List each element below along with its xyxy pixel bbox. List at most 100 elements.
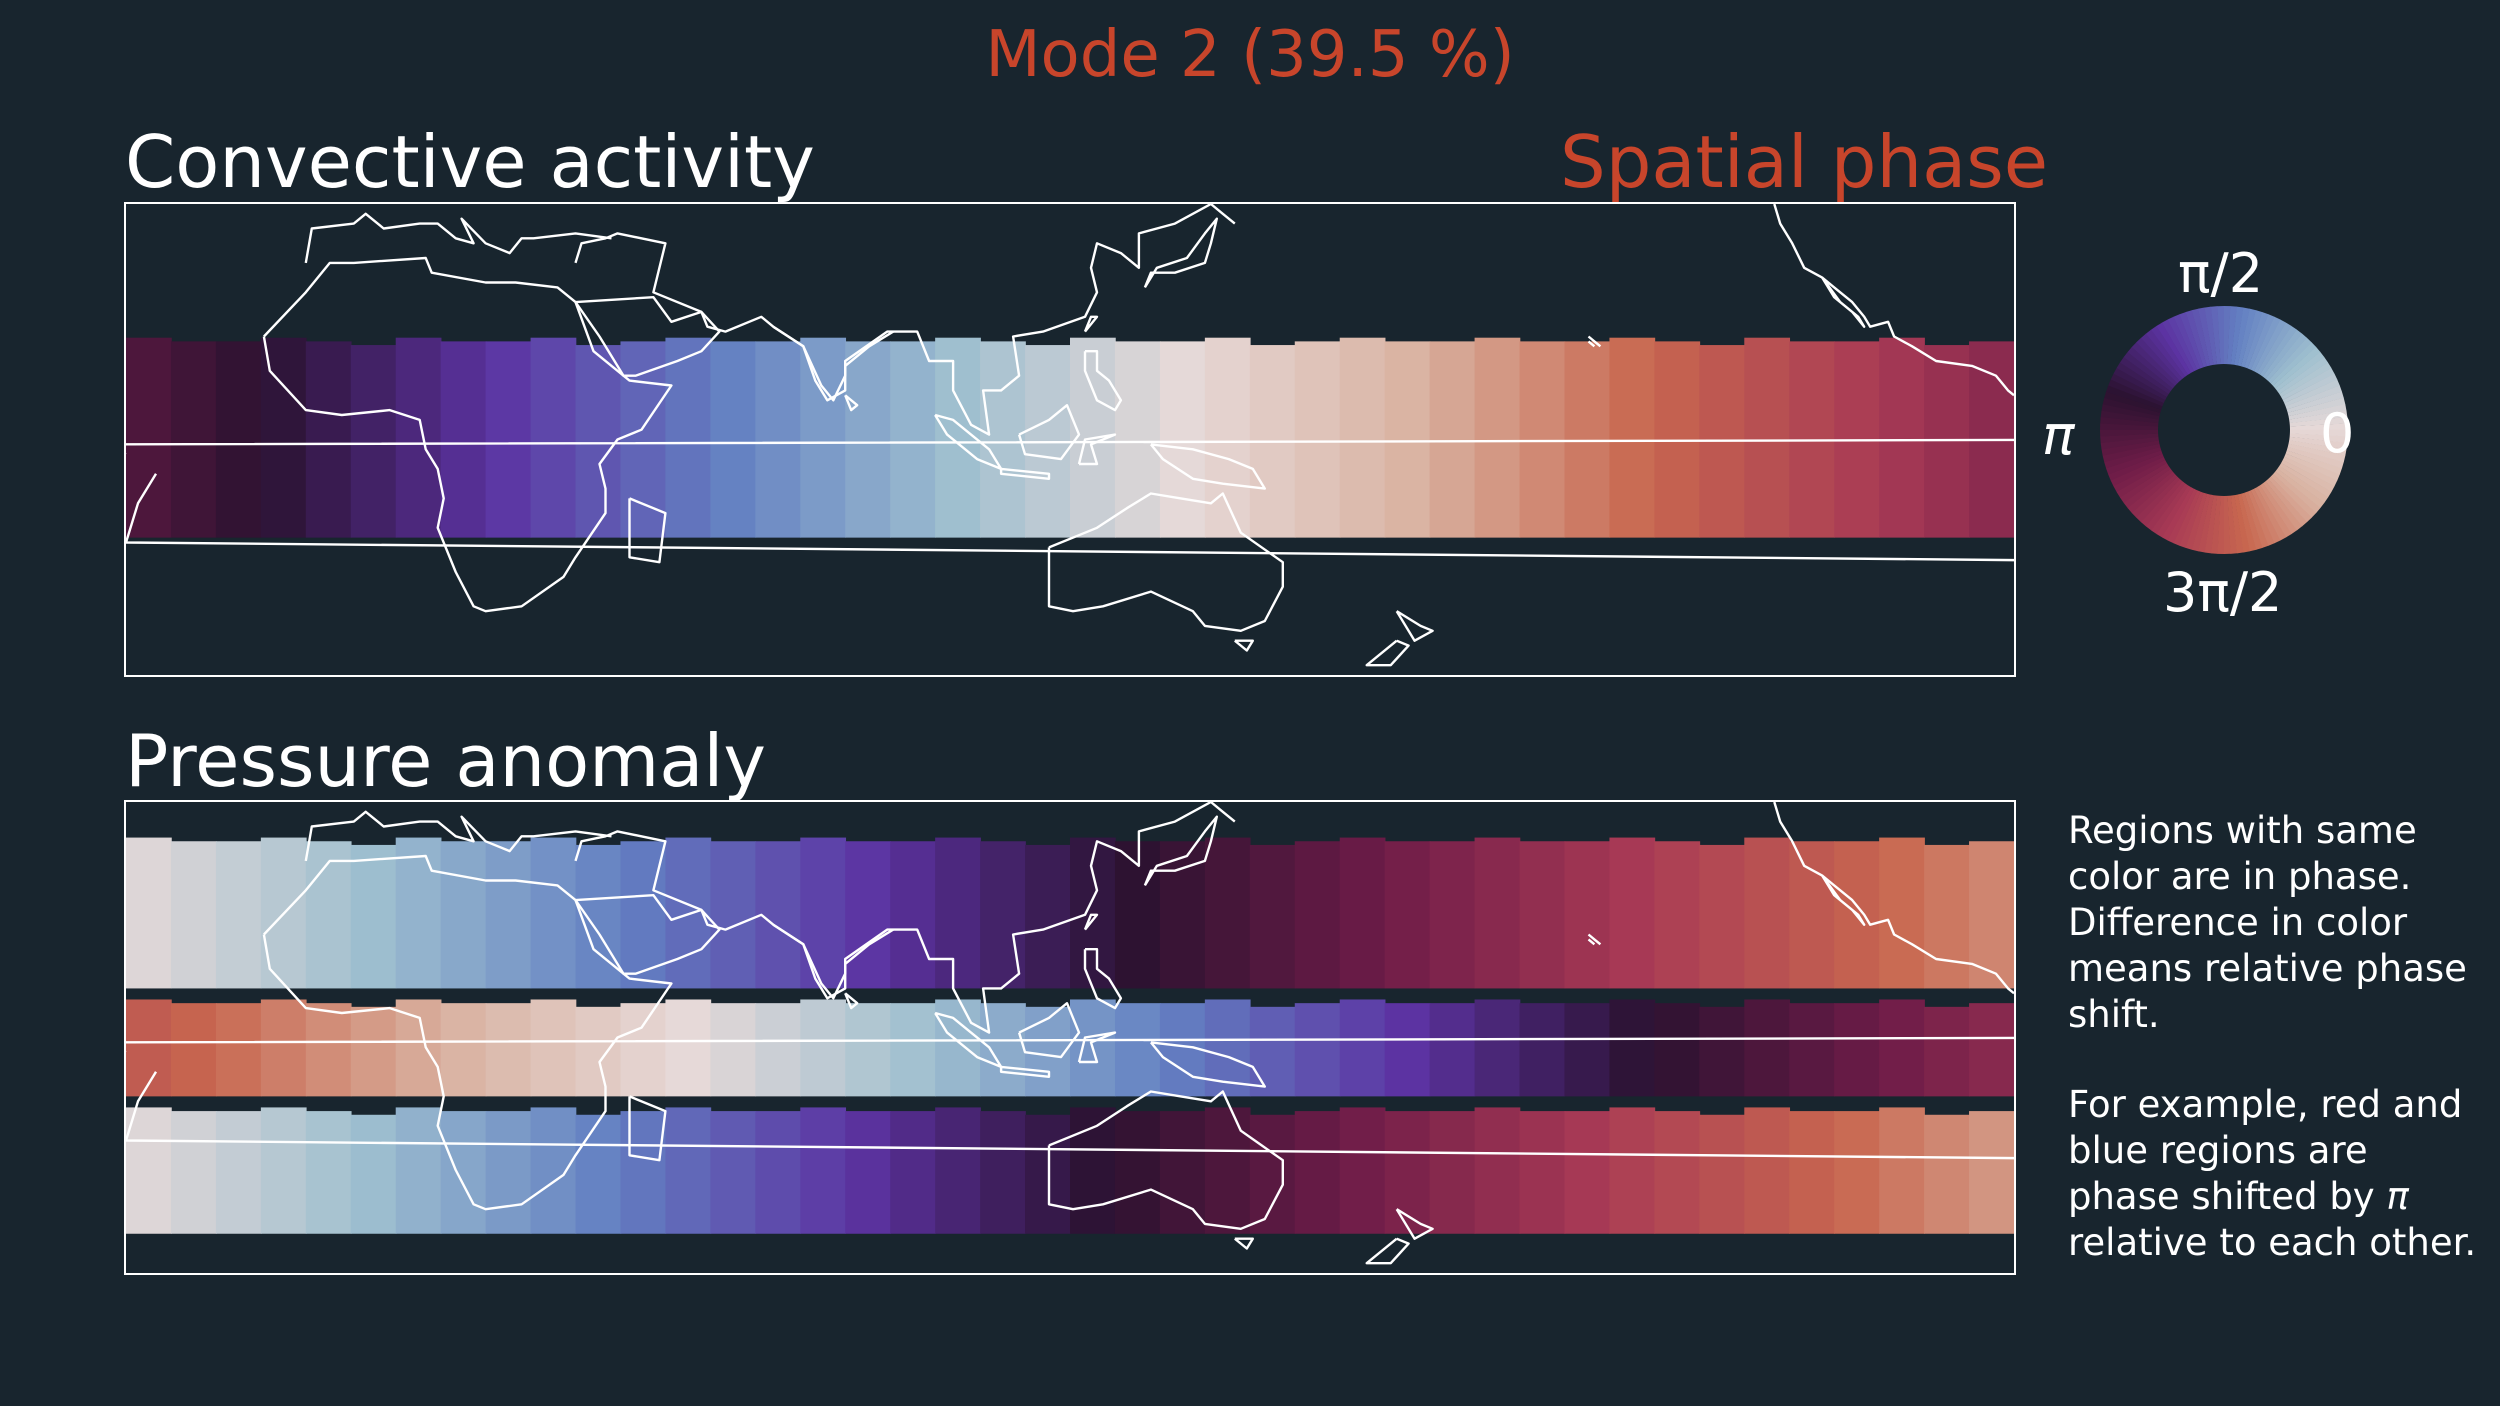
coastline [1143,815,1219,887]
note-paragraph-2-suffix: relative to each other. [2068,1221,2477,1264]
phase-cell [440,341,487,538]
phase-cell [1744,837,1791,989]
phase-cell [1564,1003,1611,1097]
phase-cell [710,1111,757,1234]
phase-cell [1699,1006,1746,1097]
phase-cell [395,837,442,989]
wheel-segment [2141,479,2183,527]
phase-cell [1519,1003,1566,1097]
phase-cell [1429,841,1476,989]
phase-cell [620,1003,667,1097]
wheel-segment [2265,478,2308,527]
pressure-anomaly-title: Pressure anomaly [125,719,767,803]
wheel-segment [2244,491,2269,548]
pressure-map-canvas [126,802,2014,1265]
phase-cell [485,341,532,538]
phase-cell [980,1111,1026,1234]
phase-cell [1564,1111,1611,1234]
wheel-segment [2285,450,2343,475]
coastline [574,893,721,975]
coastline [1821,276,1866,328]
phase-cell [665,337,712,538]
phase-cell [395,1107,442,1234]
phase-cell [1879,337,1925,538]
wheel-segment [2179,312,2204,369]
wheel-segment [2127,347,2175,389]
wheel-segment [2119,357,2171,395]
coastline [1083,349,1123,412]
wheel-segment [2100,436,2159,450]
note-paragraph-2: For example, red and blue regions are ph… [2068,1082,2488,1266]
phase-cell [485,1003,532,1097]
phase-cell [845,341,891,538]
phase-cell [1339,337,1386,538]
wheel-segment [2281,459,2335,492]
coastline [1047,1090,1285,1230]
wheel-segment [2262,329,2303,379]
coastline [1017,403,1081,461]
wheel-segment [2223,306,2231,365]
coastline [1077,433,1117,466]
phase-cell [485,1111,532,1234]
phase-cell [530,837,577,989]
wheel-segment [2110,373,2166,404]
wheel-segment [2191,493,2211,552]
phase-cell [305,341,352,538]
wheel-segment [2185,310,2207,368]
coastline [772,325,894,402]
phase-cell [1114,1003,1161,1097]
wheel-segment [2277,356,2328,395]
phase-cell [755,341,802,538]
mode-title: Mode 2 (39.5 %) [985,18,1515,92]
coastline [262,256,673,613]
wheel-segment [2273,471,2321,513]
coastline [126,1036,2014,1053]
phase-cell [1564,341,1611,538]
wheel-segment [2108,379,2164,407]
coastline [126,1071,2014,1160]
phase-wheel-graphic [2100,306,2348,554]
wheel-segment [2123,468,2173,509]
coastline [1077,1031,1117,1064]
wheel-segment [2131,342,2178,386]
phase-cell [215,1003,262,1097]
phase-cell [1474,837,1521,989]
phase-cell [530,999,577,1097]
phase-cell [1294,841,1341,989]
wheel-segment [2108,453,2164,481]
wheel-segment [2113,459,2167,493]
phase-cell [350,1114,397,1234]
wheel-segment [2288,440,2347,456]
phase-cell [890,1111,936,1234]
phase-cell [1879,1107,1925,1234]
phase-cell [1429,1111,1476,1234]
convective-map-canvas [126,204,2014,667]
phase-cell [1654,1111,1701,1234]
wheel-segment [2156,485,2192,538]
wheel-segment [2275,351,2325,392]
phase-cell [1294,1111,1341,1234]
wheel-segment [2127,471,2176,514]
coastline [262,854,673,1211]
coastline [1821,874,1866,926]
phase-cell [126,999,172,1097]
coastline [1047,492,1285,632]
phase-cell [935,1107,981,1234]
phase-cell [1789,1111,1835,1234]
wheel-segment [2259,325,2297,377]
coastline [844,394,859,412]
phase-band [126,1107,2014,1234]
phase-cell [755,1003,802,1097]
phase-cell [1879,837,1925,989]
phase-cell [260,337,307,538]
phase-cell [1609,337,1656,538]
wheel-label-pi-half: π/2 [2178,242,2264,305]
wheel-segment [2257,485,2292,538]
wheel-segment [2281,367,2335,401]
spatial-phase-title: Spatial phase [1560,120,2049,204]
wheel-segment [2289,429,2348,437]
wheel-segment [2120,465,2171,504]
coastline [999,467,1051,480]
convective-activity-title: Convective activity [125,120,815,204]
coastline [1083,913,1099,931]
